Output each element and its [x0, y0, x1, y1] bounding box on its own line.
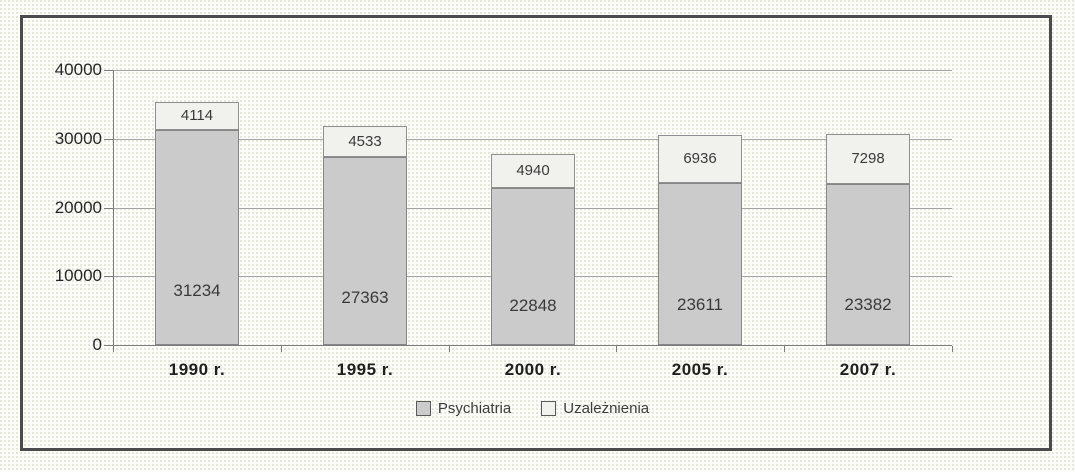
y-axis-tick: [104, 70, 114, 71]
x-axis-label: 1995 r.: [336, 360, 394, 379]
bar-segment-uzaleznienia: [491, 154, 575, 188]
bar-value-uzaleznienia: 6936: [683, 150, 717, 167]
y-axis-tick: [104, 139, 114, 140]
gridline: [113, 139, 952, 140]
bar-value-psychiatria: 22848: [509, 296, 557, 315]
bar-value-uzaleznienia: 4533: [348, 133, 382, 150]
y-axis-label: 30000: [54, 129, 102, 148]
legend-label: Uzależnienia: [563, 400, 650, 417]
bar-value-psychiatria: 27363: [341, 288, 389, 307]
bar-value-uzaleznienia: 7298: [851, 150, 885, 167]
bar-value-uzaleznienia: 4940: [516, 162, 550, 179]
bar-segment-uzaleznienia: [323, 126, 407, 157]
y-axis-label: 40000: [54, 60, 102, 79]
y-axis-label: 0: [92, 335, 102, 354]
y-axis-line: [113, 70, 114, 352]
x-axis-label: 2000 r.: [504, 360, 562, 379]
legend: Psychiatria Uzależnienia: [113, 400, 952, 417]
x-axis-tick: [449, 346, 450, 352]
bar-value-psychiatria: 23382: [844, 295, 892, 314]
x-axis-tick: [113, 346, 114, 352]
bar-segment-psychiatria: [658, 183, 742, 345]
gridline: [113, 345, 952, 346]
x-axis-label: 1990 r.: [168, 360, 226, 379]
y-axis-tick: [104, 276, 114, 277]
y-axis-tick: [104, 208, 114, 209]
bar-value-uzaleznienia: 4114: [180, 107, 214, 124]
bar-segment-psychiatria: [491, 188, 575, 345]
y-axis-tick: [104, 345, 114, 346]
gridline: [113, 70, 952, 71]
legend-label: Psychiatria: [437, 400, 512, 417]
legend-swatch-icon: [541, 401, 557, 416]
bar-segment-psychiatria: [826, 184, 910, 345]
bar-segment-psychiatria: [155, 130, 239, 345]
y-axis-label: 20000: [54, 198, 102, 217]
legend-item-psychiatria: Psychiatria: [415, 400, 512, 417]
x-axis-label: 2007 r.: [839, 360, 897, 379]
chart-frame: [20, 15, 1052, 451]
legend-item-uzalenienia: Uzależnienia: [541, 400, 649, 417]
bar-segment-uzaleznienia: [826, 134, 910, 184]
x-axis-label: 2005 r.: [671, 360, 729, 379]
bar-segment-uzaleznienia: [155, 102, 239, 130]
x-axis-tick: [952, 346, 953, 352]
x-axis-tick: [616, 346, 617, 352]
bar-value-psychiatria: 23611: [676, 295, 723, 314]
x-axis-tick: [281, 346, 282, 352]
bar-segment-uzaleznienia: [658, 135, 742, 183]
y-axis-label: 10000: [54, 266, 102, 285]
x-axis-tick: [784, 346, 785, 352]
legend-swatch-icon: [415, 401, 431, 416]
bar-segment-psychiatria: [323, 157, 407, 345]
bar-value-psychiatria: 31234: [173, 281, 221, 300]
